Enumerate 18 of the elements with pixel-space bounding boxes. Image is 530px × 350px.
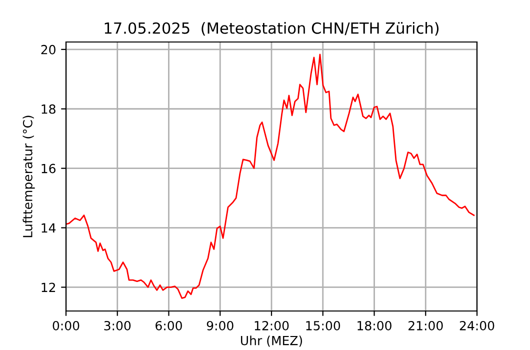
- x-tick-label: 6:00: [156, 320, 182, 330]
- x-tick-label: 0:00: [52, 320, 80, 330]
- x-tick-label: 9:00: [206, 320, 234, 330]
- line-series: [66, 54, 475, 299]
- y-tick-label: 16: [42, 164, 56, 174]
- y-axis-title: Lufttemperatur (°C): [22, 116, 35, 238]
- y-tick-label: 12: [42, 282, 56, 292]
- x-tick-label: 12:00: [254, 320, 289, 330]
- x-tick-label: 15:00: [306, 320, 340, 330]
- x-tick-label: 18:00: [358, 320, 392, 330]
- x-tick-label: 21:00: [408, 320, 443, 330]
- y-tick-label: 14: [42, 223, 56, 233]
- x-axis-title: Uhr (MEZ): [240, 336, 302, 347]
- y-tick-label: 20: [41, 44, 56, 54]
- x-tick-label: 24:00: [460, 320, 494, 330]
- y-tick-label: 18: [42, 104, 56, 114]
- chart-title: 17.05.2025 (Meteostation CHN/ETH Zürich): [104, 22, 439, 36]
- x-tick-label: 3:00: [104, 320, 131, 330]
